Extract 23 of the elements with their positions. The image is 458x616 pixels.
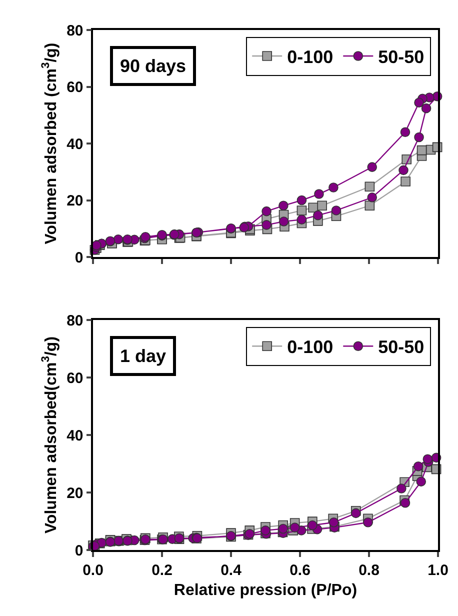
y-tick-label: 40 xyxy=(66,136,84,153)
y-tick-label: 80 xyxy=(66,312,84,330)
y-tick-label: 60 xyxy=(66,370,84,387)
x-tick-label: 0.0 xyxy=(82,562,104,579)
annotation: 1 day xyxy=(120,346,166,366)
y-tick-label: 0 xyxy=(74,542,84,560)
x-tick-label: 0.2 xyxy=(152,562,172,579)
legend-label: 0-100 xyxy=(287,47,334,68)
y-tick-label: 0 xyxy=(74,249,84,266)
y-tick-label: 80 xyxy=(66,22,84,40)
x-axis-title: Relative pression (P/Po) xyxy=(174,582,358,599)
x-tick-label: 0.4 xyxy=(220,562,242,579)
y-tick-label: 40 xyxy=(66,427,84,444)
y-tick-label: 20 xyxy=(66,192,84,210)
x-tick-label: 1.0 xyxy=(428,562,448,579)
y-tick-label: 60 xyxy=(66,79,84,96)
x-tick-label: 0.8 xyxy=(358,562,380,579)
y-tick-label: 20 xyxy=(66,484,84,502)
legend-label: 50-50 xyxy=(378,337,424,358)
annotation: 90 days xyxy=(120,56,186,76)
x-tick-label: 0.6 xyxy=(290,562,310,579)
legend-label: 50-50 xyxy=(378,47,424,68)
legend-label: 0-100 xyxy=(287,337,334,358)
